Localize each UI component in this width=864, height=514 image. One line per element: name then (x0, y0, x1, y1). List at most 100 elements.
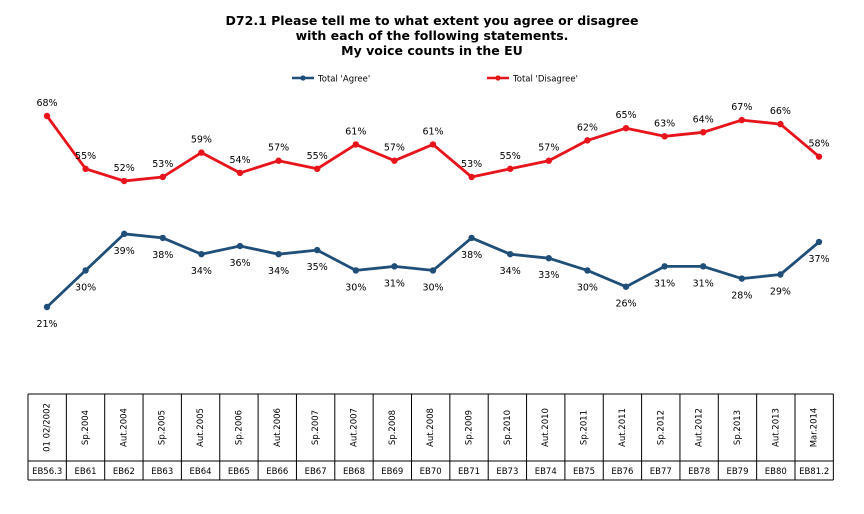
x-tick-date: 01 02/2002 (43, 403, 53, 452)
data-point (429, 267, 437, 274)
chart-title-line-1: D72.1 Please tell me to what extent you … (225, 13, 639, 28)
data-label: 53% (461, 159, 482, 170)
data-label: 55% (75, 151, 96, 162)
data-label: 65% (615, 110, 636, 121)
data-label: 34% (268, 266, 289, 277)
data-point (43, 112, 51, 120)
data-label: 55% (500, 151, 521, 162)
data-point (584, 137, 591, 144)
x-tick-wave: EB65 (228, 467, 250, 477)
data-point (236, 242, 244, 250)
data-point (391, 263, 398, 270)
x-tick-date: Sp.2006 (234, 410, 244, 445)
data-point (314, 165, 321, 173)
x-tick-wave: EB68 (343, 467, 365, 477)
data-point (429, 141, 437, 148)
data-point (622, 124, 630, 132)
data-point (468, 234, 475, 242)
x-tick-date: Aut.2011 (618, 408, 628, 447)
x-tick-date: Sp.2005 (158, 410, 168, 445)
x-tick-date: Sp.2004 (81, 410, 91, 445)
x-tick-wave: EB66 (266, 467, 288, 477)
data-point (82, 165, 89, 173)
x-tick-wave: EB62 (113, 467, 135, 477)
chart-title-line-2: with each of the following statements. (295, 28, 569, 43)
x-tick-wave: EB70 (420, 467, 442, 477)
data-point (738, 116, 745, 124)
data-point (159, 173, 166, 181)
x-tick-wave: EB74 (535, 467, 557, 477)
data-label: 68% (36, 98, 57, 109)
data-point (700, 263, 707, 270)
x-tick-date: Sp.2007 (311, 410, 321, 445)
x-tick-date: Aut.2004 (119, 408, 129, 447)
data-label: 30% (577, 282, 598, 293)
x-tick-wave: EB56.3 (32, 467, 62, 477)
x-tick-wave: EB71 (458, 467, 480, 477)
x-tick-date: Aut.2005 (196, 408, 206, 447)
legend-label-0: Total 'Agree' (317, 75, 370, 85)
x-tick-wave: EB64 (190, 467, 212, 477)
x-tick-wave: EB79 (726, 467, 748, 477)
data-label: 30% (75, 282, 96, 293)
x-tick-wave: EB73 (496, 467, 518, 477)
x-tick-date: Aut.2007 (349, 408, 359, 447)
x-tick-date: Sp.2011 (580, 410, 590, 445)
data-point (352, 141, 359, 148)
data-label: 36% (229, 258, 250, 269)
data-label: 61% (422, 126, 443, 137)
data-label: 64% (693, 114, 714, 125)
data-label: 39% (114, 246, 135, 257)
data-label: 26% (615, 299, 636, 310)
x-tick-date: Sp.2013 (733, 410, 743, 445)
data-point (661, 133, 668, 140)
data-label: 31% (654, 278, 675, 289)
x-tick-date: Aut.2013 (771, 408, 781, 447)
x-tick-wave: EB61 (75, 467, 97, 477)
x-tick-date: Mar.2014 (810, 408, 820, 448)
data-label: 30% (422, 282, 443, 293)
data-point (236, 169, 244, 177)
legend-marker-1 (495, 75, 501, 81)
data-label: 31% (384, 278, 405, 289)
data-point (275, 157, 282, 164)
data-label: 29% (770, 286, 791, 297)
data-label: 55% (307, 151, 328, 162)
data-label: 28% (731, 291, 752, 302)
data-point (545, 255, 552, 262)
data-point (352, 267, 359, 274)
data-label: 57% (384, 143, 405, 154)
data-point (815, 153, 823, 160)
data-point (584, 267, 591, 274)
data-point (545, 157, 552, 164)
data-point (507, 165, 514, 173)
data-label: 58% (808, 139, 829, 150)
data-point (815, 238, 823, 246)
x-tick-wave: EB63 (151, 467, 173, 477)
data-point (314, 246, 321, 254)
data-point (468, 173, 475, 181)
data-point (777, 120, 784, 128)
x-tick-wave: EB75 (573, 467, 595, 477)
x-tick-wave: EB77 (650, 467, 672, 477)
data-label: 34% (500, 266, 521, 277)
legend-label-1: Total 'Disagree' (512, 75, 578, 85)
x-tick-wave: EB81.2 (799, 467, 829, 477)
data-label: 33% (538, 270, 559, 281)
data-label: 59% (191, 135, 212, 146)
data-point (738, 275, 745, 282)
chart-title-line-3: My voice counts in the EU (341, 43, 523, 58)
x-tick-date: Sp.2012 (656, 410, 666, 445)
x-tick-date: Sp.2010 (503, 410, 513, 445)
data-label: 63% (654, 118, 675, 129)
data-label: 57% (538, 143, 559, 154)
data-label: 37% (808, 254, 829, 265)
data-label: 38% (152, 250, 173, 261)
data-point (700, 129, 707, 136)
data-label: 54% (229, 155, 250, 166)
x-tick-wave: EB80 (765, 467, 787, 477)
x-tick-date: Sp.2008 (388, 410, 398, 445)
x-tick-wave: EB76 (611, 467, 633, 477)
data-point (391, 157, 398, 164)
